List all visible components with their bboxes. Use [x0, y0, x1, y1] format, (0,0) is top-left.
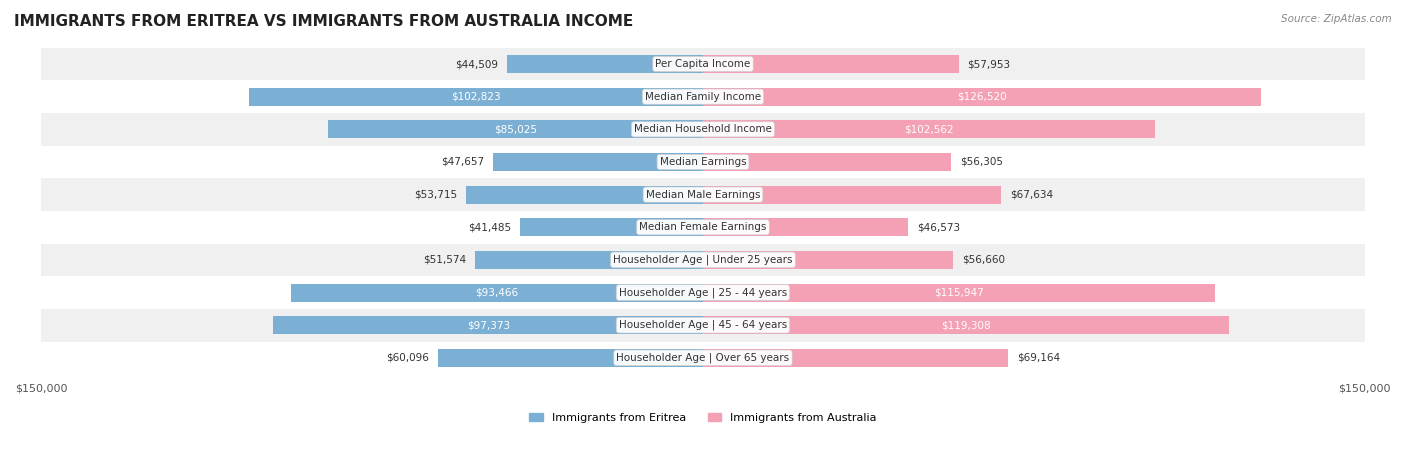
Bar [328, 120, 703, 138]
Bar [703, 153, 952, 171]
Text: $69,164: $69,164 [1017, 353, 1060, 363]
Bar [437, 349, 703, 367]
Bar [703, 120, 1156, 138]
Text: $93,466: $93,466 [475, 288, 519, 297]
Bar [465, 185, 703, 204]
Text: $85,025: $85,025 [494, 124, 537, 134]
Bar [703, 88, 1261, 106]
Text: $56,660: $56,660 [962, 255, 1005, 265]
Bar [41, 146, 1365, 178]
Text: Source: ZipAtlas.com: Source: ZipAtlas.com [1281, 14, 1392, 24]
Text: $60,096: $60,096 [387, 353, 429, 363]
Bar [41, 244, 1365, 276]
Text: Householder Age | 45 - 64 years: Householder Age | 45 - 64 years [619, 320, 787, 331]
Bar [291, 283, 703, 302]
Text: Median Household Income: Median Household Income [634, 124, 772, 134]
Text: $126,520: $126,520 [957, 92, 1007, 102]
Text: Median Female Earnings: Median Female Earnings [640, 222, 766, 232]
Bar [41, 341, 1365, 374]
Bar [492, 153, 703, 171]
Text: $57,953: $57,953 [967, 59, 1011, 69]
Text: IMMIGRANTS FROM ERITREA VS IMMIGRANTS FROM AUSTRALIA INCOME: IMMIGRANTS FROM ERITREA VS IMMIGRANTS FR… [14, 14, 633, 29]
Bar [41, 80, 1365, 113]
Text: $67,634: $67,634 [1010, 190, 1053, 199]
Bar [703, 218, 908, 236]
Text: Median Family Income: Median Family Income [645, 92, 761, 102]
Text: $44,509: $44,509 [454, 59, 498, 69]
Text: $97,373: $97,373 [467, 320, 510, 330]
Bar [249, 88, 703, 106]
Bar [703, 251, 953, 269]
Bar [475, 251, 703, 269]
Bar [41, 211, 1365, 244]
Text: Householder Age | Over 65 years: Householder Age | Over 65 years [616, 353, 790, 363]
Bar [703, 349, 1008, 367]
Text: $46,573: $46,573 [917, 222, 960, 232]
Text: $115,947: $115,947 [934, 288, 984, 297]
Bar [703, 283, 1215, 302]
Bar [41, 48, 1365, 80]
Text: Median Male Earnings: Median Male Earnings [645, 190, 761, 199]
Text: Householder Age | Under 25 years: Householder Age | Under 25 years [613, 255, 793, 265]
Text: $102,562: $102,562 [904, 124, 955, 134]
Bar [41, 276, 1365, 309]
Text: Per Capita Income: Per Capita Income [655, 59, 751, 69]
Bar [703, 185, 1001, 204]
Text: $102,823: $102,823 [451, 92, 501, 102]
Text: $41,485: $41,485 [468, 222, 512, 232]
Text: $51,574: $51,574 [423, 255, 467, 265]
Bar [506, 55, 703, 73]
Text: $47,657: $47,657 [441, 157, 484, 167]
Legend: Immigrants from Eritrea, Immigrants from Australia: Immigrants from Eritrea, Immigrants from… [524, 408, 882, 427]
Bar [273, 316, 703, 334]
Bar [41, 178, 1365, 211]
Bar [41, 309, 1365, 341]
Bar [703, 316, 1229, 334]
Bar [703, 55, 959, 73]
Bar [520, 218, 703, 236]
Text: $119,308: $119,308 [942, 320, 991, 330]
Bar [41, 113, 1365, 146]
Text: Householder Age | 25 - 44 years: Householder Age | 25 - 44 years [619, 287, 787, 298]
Text: $56,305: $56,305 [960, 157, 1004, 167]
Text: $53,715: $53,715 [415, 190, 457, 199]
Text: Median Earnings: Median Earnings [659, 157, 747, 167]
